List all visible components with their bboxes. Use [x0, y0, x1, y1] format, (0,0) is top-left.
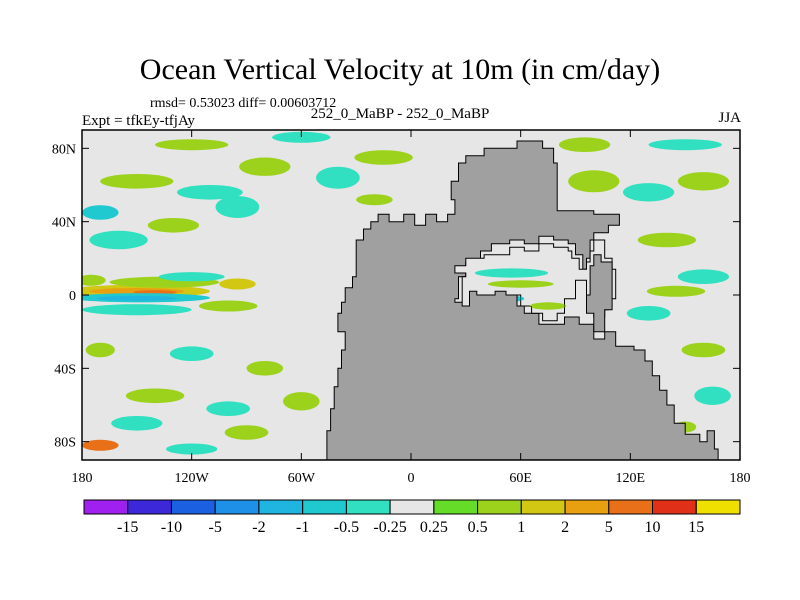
colorbar-label: 0.5 — [468, 519, 488, 536]
y-tick-label: 0 — [69, 289, 76, 304]
anomaly-patch — [681, 342, 726, 358]
y-tick-label: 80S — [54, 436, 76, 451]
colorbar-swatch — [695, 499, 741, 515]
experiment-label: Expt = tfkEy-tfjAy — [82, 113, 195, 129]
anomaly-patch — [96, 295, 177, 301]
colorbar-swatch — [83, 499, 129, 515]
colorbar-swatch — [302, 499, 347, 515]
x-tick-label: 180 — [730, 471, 751, 486]
anomaly-patch — [316, 166, 360, 189]
colorbar-swatch — [258, 499, 304, 515]
anomaly-patch — [177, 185, 243, 200]
colorbar-label: 15 — [688, 519, 704, 536]
anomaly-patch — [155, 139, 229, 151]
anomaly-patch — [206, 401, 251, 417]
x-tick-label: 60E — [509, 471, 532, 486]
case-label: 252_0_MaBP - 252_0_MaBP — [310, 106, 490, 122]
colorbar-label: -15 — [117, 519, 138, 536]
colorbar-swatch — [564, 499, 610, 515]
inner-land — [586, 254, 613, 333]
anomaly-patch — [169, 346, 214, 362]
colorbar-swatch — [520, 499, 566, 515]
anomaly-patch — [219, 278, 256, 290]
map-layer — [82, 130, 740, 460]
anomaly-patch — [272, 131, 331, 143]
colorbar-label: 0.25 — [420, 519, 448, 536]
anomaly-patch — [82, 439, 119, 451]
colorbar-label: -0.5 — [334, 519, 359, 536]
anomaly-patch — [111, 416, 163, 431]
colorbar-label: -10 — [161, 519, 182, 536]
colorbar-swatch — [171, 499, 216, 515]
anomaly-patch — [529, 302, 567, 310]
anomaly-patch — [147, 218, 199, 233]
anomaly-patch — [158, 272, 225, 282]
x-tick-label: 60W — [288, 471, 316, 486]
anomaly-patch — [215, 196, 260, 218]
anomaly-patch — [82, 304, 192, 316]
colorbar-label: -0.25 — [373, 519, 406, 536]
axis-layer: 180 120W 60W 0 60E 120E 180 80N 40N 0 40S 80S — [52, 130, 751, 486]
colorbar: -15 -10 -5 -2 -1 -0.5 -0.25 0.25 0.5 1 2 5 10 15 — [83, 499, 741, 536]
anomaly-patch — [166, 443, 218, 455]
colorbar-swatch — [652, 499, 697, 515]
anomaly-patch — [694, 386, 731, 405]
y-tick-label: 80N — [52, 142, 76, 157]
colorbar-swatch — [214, 499, 260, 515]
anomaly-patch — [626, 306, 671, 321]
anomaly-patch — [559, 137, 611, 152]
anomaly-patch — [246, 361, 284, 376]
anomaly-patch — [474, 268, 549, 278]
anomaly-patch — [224, 425, 269, 440]
colorbar-label: 1 — [517, 519, 525, 536]
anomaly-patch — [89, 230, 148, 250]
colorbar-swatch — [345, 499, 391, 515]
anomaly-patch — [356, 194, 393, 206]
anomaly-patch — [100, 174, 174, 189]
anomaly-patch — [239, 157, 291, 176]
colorbar-swatch — [477, 499, 522, 515]
anomaly-patch — [85, 342, 115, 358]
colorbar-label: -2 — [252, 519, 265, 536]
colorbar-label: 5 — [605, 519, 613, 536]
anomaly-patch — [646, 285, 706, 297]
anomaly-patch — [623, 183, 675, 202]
colorbar-swatch — [127, 499, 172, 515]
chart-title: Ocean Vertical Velocity at 10m (in cm/da… — [139, 53, 661, 86]
anomaly-patch — [568, 170, 620, 193]
anomaly-patch — [82, 274, 106, 286]
x-tick-label: 120E — [616, 471, 646, 486]
anomaly-patch — [648, 139, 722, 151]
x-tick-label: 120W — [175, 471, 210, 486]
colorbar-label: -1 — [296, 519, 309, 536]
anomaly-patch — [283, 392, 320, 411]
anomaly-patch — [487, 280, 554, 288]
x-tick-label: 180 — [72, 471, 93, 486]
y-tick-label: 40S — [54, 362, 76, 377]
anomaly-patch — [677, 172, 730, 191]
anomaly-patch — [354, 150, 413, 165]
anomaly-patch — [125, 388, 185, 404]
x-tick-label: 0 — [408, 471, 415, 486]
colorbar-label: -5 — [209, 519, 222, 536]
y-tick-label: 40N — [52, 216, 76, 231]
anomaly-patch — [199, 300, 258, 312]
colorbar-swatch — [433, 499, 479, 515]
season-label: JJA — [718, 110, 741, 126]
colorbar-label: 2 — [561, 519, 569, 536]
stats-text: rmsd= 0.53023 diff= 0.00603712 — [150, 96, 337, 111]
colorbar-swatch — [608, 499, 653, 515]
colorbar-swatch — [389, 499, 435, 515]
colorbar-label: 10 — [645, 519, 661, 536]
anomaly-patch — [637, 232, 697, 248]
anomaly-patch — [677, 269, 730, 285]
anomaly-patch — [82, 205, 119, 220]
